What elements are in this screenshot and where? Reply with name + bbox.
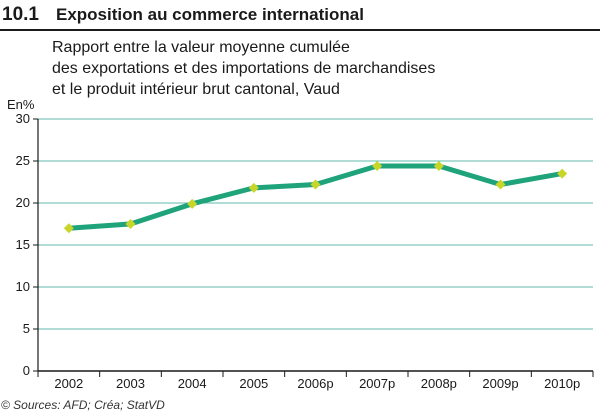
x-tick-label: 2003 [116, 376, 145, 391]
data-point-marker [433, 161, 444, 172]
subtitle-line-2: des exportations et des importations de … [52, 60, 436, 77]
y-tick-label: 0 [23, 363, 30, 378]
figure-title: Exposition au commerce international [56, 5, 364, 24]
data-point-marker [187, 198, 198, 209]
x-tick-label: 2005 [239, 376, 268, 391]
data-point-marker [372, 161, 383, 172]
data-point-marker [310, 179, 321, 190]
y-tick-label: 5 [23, 321, 30, 336]
y-tick-label: 25 [16, 153, 30, 168]
subtitle-line-1: Rapport entre la valeur moyenne cumulée [52, 39, 350, 56]
x-tick-label: 2010p [544, 376, 580, 391]
data-point-marker [557, 168, 568, 179]
x-tick-label: 2002 [54, 376, 83, 391]
x-tick-label: 2008p [421, 376, 457, 391]
source-note: © Sources: AFD; Créa; StatVD [1, 398, 165, 412]
data-point-marker [248, 182, 259, 193]
y-tick-label: 20 [16, 195, 30, 210]
x-tick-label: 2006p [297, 376, 333, 391]
data-point-marker [63, 223, 74, 234]
header-rule [0, 29, 600, 31]
x-tick-label: 2009p [482, 376, 518, 391]
series-line [66, 163, 565, 231]
data-point-marker [495, 179, 506, 190]
y-tick-label: 30 [16, 111, 30, 126]
y-axis-unit-label: En% [7, 97, 35, 112]
x-tick-label: 2007p [359, 376, 395, 391]
chart-subtitle: Rapport entre la valeur moyenne cumulée … [52, 37, 592, 100]
subtitle-line-3: et le produit intérieur brut cantonal, V… [52, 81, 340, 98]
data-point-marker [125, 219, 136, 229]
figure-number: 10.1 [2, 4, 39, 25]
x-tick-label: 2004 [178, 376, 207, 391]
y-tick-label: 15 [16, 237, 30, 252]
figure-header: 10.1 Exposition au commerce internationa… [0, 0, 600, 31]
y-tick-label: 10 [16, 279, 30, 294]
